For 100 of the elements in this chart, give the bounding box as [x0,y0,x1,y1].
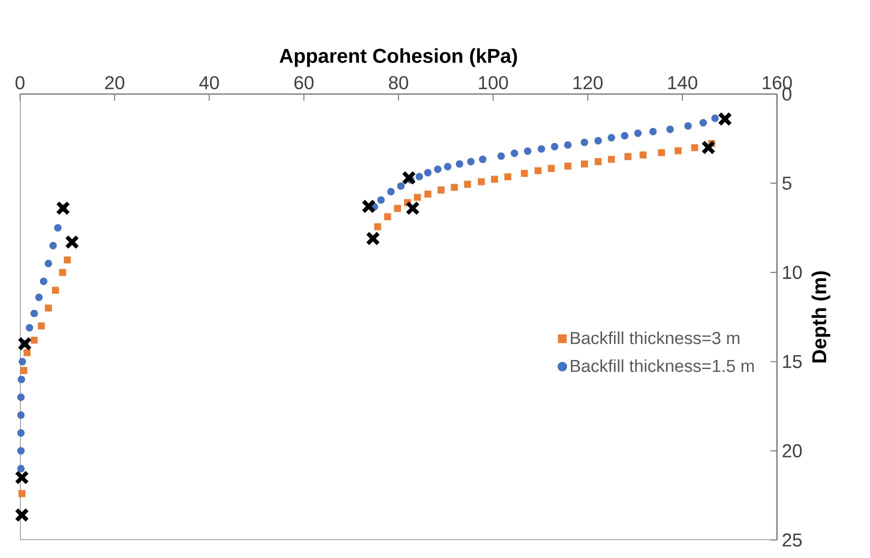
point [374,223,382,230]
point [394,204,402,212]
point [30,310,38,318]
point [520,170,528,177]
point [20,367,28,374]
point [510,149,518,157]
point [701,140,716,155]
point [594,158,602,166]
point [534,167,542,174]
point [666,126,674,134]
y-axis-title: Depth (m) [812,271,830,362]
point [24,349,31,356]
point [44,304,52,312]
point [18,336,32,351]
point [497,152,505,160]
y-tick-label: 20 [782,444,802,458]
y-tick-label: 10 [783,266,802,280]
point [674,147,682,154]
point [580,138,588,146]
point [17,429,25,437]
point [44,260,52,268]
point [59,268,66,276]
point [402,170,416,186]
point [634,130,642,137]
point [49,242,57,250]
y-tick-label: 15 [783,355,802,368]
point [14,508,30,522]
point [467,158,475,166]
point [35,294,43,302]
point [491,176,498,183]
point [580,160,588,168]
point [387,188,395,196]
point [384,213,392,220]
point [64,256,71,264]
point [608,156,615,163]
x-tick-label: 120 [574,76,603,90]
point [538,145,546,153]
point [699,118,707,126]
point [406,200,420,216]
point [564,162,572,170]
x-tick-label: 40 [199,76,219,90]
point [26,324,34,332]
point [56,200,70,216]
point [424,168,432,176]
point [524,147,532,155]
point [438,186,445,194]
point [17,394,25,402]
legend-label: Backfill thickness=3 m [570,331,740,344]
point [414,194,421,201]
point [478,178,485,186]
point [434,166,442,174]
point [424,190,432,198]
x-tick-label: 100 [478,76,508,90]
x-axis-title: Apparent Cohesion (kPa) [280,48,517,67]
point [450,184,458,191]
point [54,224,62,232]
point [40,278,48,286]
point [464,180,472,188]
point [640,152,647,158]
point [649,128,657,136]
point [620,132,628,140]
x-tick-label: 60 [294,76,314,90]
legend-label: Backfill thickness=1.5 m [570,359,754,372]
point [377,196,385,204]
point [608,134,616,142]
x-tick-label: 80 [388,76,408,90]
point [478,156,486,164]
point [17,447,25,455]
point [416,172,424,180]
point [718,112,732,126]
point [18,490,26,498]
point [550,142,558,150]
point [52,286,59,294]
y-tick-label: 25 [782,533,802,547]
point [38,322,45,330]
x-tick-label: 20 [105,76,124,90]
point [30,336,38,344]
point [17,464,25,472]
point [684,122,692,130]
point [17,411,25,419]
point [362,199,376,214]
point [18,376,26,384]
point [444,162,452,170]
point [18,358,26,366]
x-tick-label: 140 [668,76,698,90]
point [548,164,555,172]
point [594,137,602,144]
point [456,160,464,168]
point [691,144,698,152]
x-tick-label: 160 [762,76,792,90]
x-tick-label: 0 [16,76,24,90]
point [711,114,719,122]
point [366,231,380,246]
point [624,153,632,160]
point [14,470,30,485]
point [397,182,405,190]
point [658,149,666,156]
point [564,141,572,149]
point [64,234,80,250]
point [504,173,512,180]
